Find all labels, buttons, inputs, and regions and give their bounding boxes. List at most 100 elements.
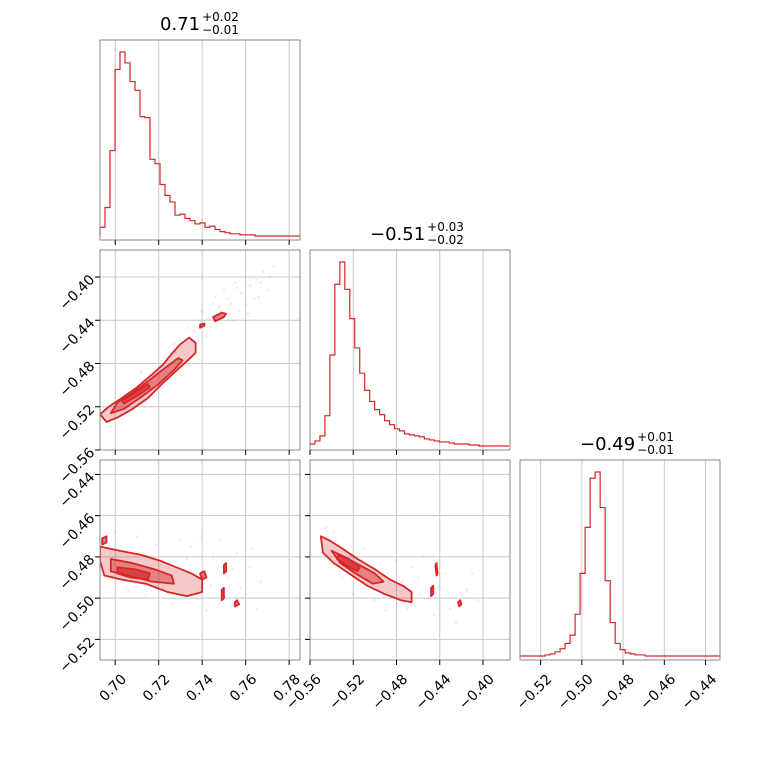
title-minus: −0.02	[427, 233, 464, 247]
panel-grid	[309, 460, 510, 660]
scatter-point	[384, 609, 388, 612]
scatter-point	[259, 580, 263, 584]
scatter-point	[192, 329, 195, 333]
contour-island	[101, 535, 108, 546]
y-tick-label: −0.52	[57, 634, 99, 676]
scatter-point	[362, 547, 366, 551]
scatter-point	[161, 586, 165, 590]
scatter-point	[222, 288, 226, 292]
contour-island	[212, 311, 227, 323]
scatter-point	[207, 316, 211, 320]
scatter-point	[443, 572, 447, 575]
histogram-2	[520, 471, 720, 657]
y-tick-label: −0.46	[57, 511, 99, 553]
scatter-point	[341, 576, 344, 579]
y-tick-label: −0.52	[57, 402, 99, 444]
panel-frame	[99, 459, 301, 661]
x-tick-label: −0.48	[596, 671, 638, 713]
panel-grid	[114, 40, 290, 240]
title-plus: +0.03	[427, 220, 464, 234]
panel-grid	[100, 250, 300, 451]
scatter-point	[185, 557, 189, 561]
scatter-point	[231, 567, 235, 571]
scatter-point	[252, 297, 256, 301]
contour-island	[199, 322, 206, 329]
scatter-point	[244, 303, 248, 307]
scatter-point	[351, 592, 355, 596]
x-tick-label: −0.44	[413, 671, 455, 713]
x-tick-label: −0.44	[679, 671, 721, 713]
scatter-point	[126, 588, 130, 592]
pair-panel-0-2	[100, 530, 263, 612]
contour-island	[430, 584, 435, 597]
scatter-point	[257, 295, 261, 298]
param-title-1: −0.51 +0.03−0.02	[370, 220, 464, 247]
scatter-point	[422, 555, 425, 559]
scatter-point	[185, 326, 189, 330]
x-tick-label: 0.72	[140, 671, 173, 704]
scatter-point	[265, 288, 269, 292]
x-tick-label: −0.52	[514, 671, 556, 713]
scatter-point	[250, 547, 254, 551]
scatter-point	[411, 565, 415, 569]
y-tick-label: −0.48	[57, 552, 99, 594]
title-minus: −0.01	[637, 443, 674, 457]
scatter-point	[432, 613, 436, 617]
scatter-point	[209, 325, 213, 329]
contour-island	[434, 562, 439, 577]
scatter-point	[113, 530, 117, 534]
scatter-point	[272, 264, 276, 268]
scatter-point	[476, 598, 479, 602]
scatter-point	[155, 380, 158, 384]
y-tick-label: −0.48	[57, 358, 99, 400]
param-title-2: −0.49 +0.01−0.01	[580, 430, 674, 457]
panel-frame	[99, 39, 301, 241]
scatter-point	[109, 424, 113, 428]
x-tick-label: −0.52	[326, 671, 368, 713]
panel-frame	[309, 459, 511, 661]
contour-inner	[120, 383, 151, 405]
y-tick-label: −0.40	[57, 272, 99, 314]
scatter-point	[170, 602, 174, 606]
x-tick-label: 0.76	[227, 671, 260, 704]
scatter-point	[255, 277, 258, 281]
scatter-point	[135, 534, 139, 538]
scatter-point	[196, 339, 200, 343]
panel-frame	[99, 249, 301, 451]
scatter-point	[231, 318, 235, 322]
scatter-point	[239, 586, 243, 590]
scatter-point	[174, 351, 178, 355]
histogram-1	[309, 261, 509, 447]
scatter-point	[172, 342, 176, 346]
scatter-point	[226, 297, 230, 301]
scatter-point	[200, 310, 204, 314]
scatter-point	[213, 295, 217, 298]
scatter-point	[139, 370, 143, 374]
title-value: −0.51	[370, 224, 425, 245]
x-tick-label: −0.40	[456, 671, 498, 713]
title-minus: −0.01	[202, 23, 239, 37]
param-title-0: 0.71 +0.02−0.01	[160, 10, 239, 37]
y-tick-label: −0.44	[57, 315, 99, 357]
scatter-point	[235, 286, 239, 290]
scatter-point	[196, 596, 200, 600]
scatter-point	[244, 592, 248, 596]
x-tick-label: −0.46	[637, 671, 679, 713]
scatter-point	[400, 580, 404, 584]
scatter-point	[205, 335, 208, 338]
title-value: 0.71	[160, 14, 200, 35]
scatter-point	[246, 312, 250, 316]
scatter-point	[438, 586, 442, 590]
x-tick-label: −0.50	[555, 671, 597, 713]
scatter-point	[198, 534, 202, 538]
scatter-point	[233, 281, 237, 284]
scatter-point	[405, 607, 409, 610]
scatter-point	[218, 539, 221, 542]
scatter-point	[198, 318, 202, 322]
scatter-point	[454, 621, 458, 625]
contour-island	[233, 599, 241, 608]
title-plus: +0.02	[202, 10, 239, 24]
scatter-point	[155, 543, 158, 546]
contour-inner	[116, 566, 151, 581]
